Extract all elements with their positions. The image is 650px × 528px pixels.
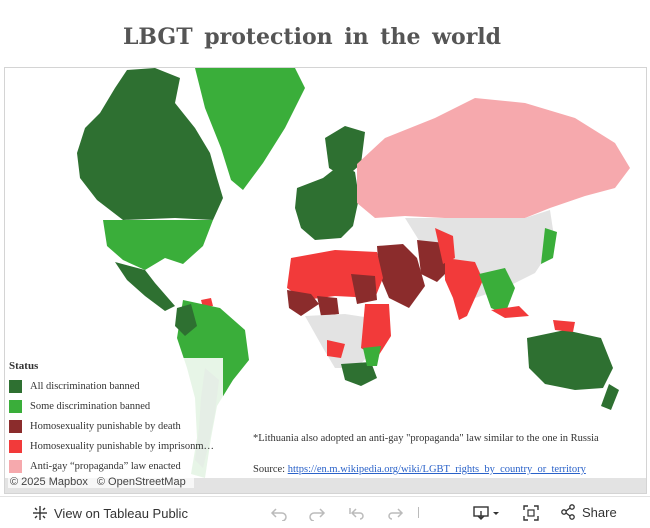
region-australia[interactable] [527, 330, 613, 390]
region-sudan-death[interactable] [351, 274, 377, 304]
region-papua[interactable] [553, 320, 575, 332]
refresh-icon [388, 508, 404, 520]
download-icon [473, 506, 499, 520]
map-legend: Status All discrimination banned Some di… [7, 358, 223, 478]
region-east-africa[interactable] [361, 304, 391, 358]
region-mozambique[interactable] [363, 346, 381, 366]
legend-swatch [9, 459, 22, 473]
page-title: LBGT protection in the world [122, 24, 502, 50]
region-scandinavia[interactable] [325, 126, 365, 178]
legend-label: Some discrimination banned [30, 400, 151, 412]
osm-attribution[interactable]: © OpenStreetMap [96, 476, 186, 488]
region-usa[interactable] [103, 220, 213, 270]
share-icon [561, 504, 575, 520]
undo-icon [270, 508, 287, 521]
source-prefix: Source: [253, 464, 286, 475]
tableau-logo-icon [33, 506, 47, 520]
legend-item-death[interactable]: Homosexuality punishable by death [9, 416, 223, 436]
share-button[interactable]: Share [560, 504, 617, 520]
map-canvas[interactable] [5, 68, 646, 493]
toolbar-separator [418, 507, 419, 518]
region-southeast-asia[interactable] [479, 268, 515, 314]
undo-button[interactable] [268, 503, 290, 523]
legend-item-all-banned[interactable]: All discrimination banned [9, 376, 223, 396]
refresh-button[interactable] [384, 503, 406, 523]
region-new-zealand[interactable] [601, 384, 619, 410]
map-attribution: © 2025 Mapbox © OpenStreetMap [8, 476, 194, 488]
download-button[interactable] [470, 503, 504, 523]
region-malaysia[interactable] [491, 306, 529, 318]
revert-icon [349, 508, 364, 520]
mapbox-attribution[interactable]: © 2025 Mapbox [10, 476, 88, 488]
legend-label: All discrimination banned [30, 380, 140, 392]
region-greenland[interactable] [195, 68, 305, 190]
view-on-tableau-button[interactable]: View on Tableau Public [32, 505, 188, 521]
source-link[interactable]: https://en.m.wikipedia.org/wiki/LGBT_rig… [287, 464, 586, 475]
fullscreen-button[interactable] [520, 503, 542, 523]
redo-button[interactable] [306, 503, 328, 523]
revert-button[interactable] [346, 503, 368, 523]
region-central-africa[interactable] [305, 314, 375, 368]
legend-swatch [9, 439, 22, 453]
region-west-africa[interactable] [287, 290, 319, 316]
region-southern-africa[interactable] [341, 362, 377, 386]
legend-title: Status [9, 360, 39, 372]
legend-swatch [9, 399, 22, 413]
legend-label: Homosexuality punishable by death [30, 420, 181, 432]
region-mexico[interactable] [115, 262, 175, 311]
region-india[interactable] [445, 258, 483, 320]
legend-item-imprisonment[interactable]: Homosexuality punishable by imprisonment [9, 436, 223, 456]
legend-item-some-banned[interactable]: Some discrimination banned [9, 396, 223, 416]
share-label: Share [582, 504, 617, 520]
legend-label: Anti-gay “propaganda” law enacted [30, 460, 181, 472]
world-map[interactable]: Status All discrimination banned Some di… [4, 67, 647, 494]
region-pakistan[interactable] [435, 228, 455, 264]
source-line: Source: https://en.m.wikipedia.org/wiki/… [253, 464, 633, 475]
redo-icon [309, 508, 326, 521]
fullscreen-icon [523, 505, 539, 521]
region-colombia[interactable] [175, 304, 197, 336]
region-nigeria[interactable] [317, 296, 339, 316]
tableau-toolbar: View on Tableau Public Share [0, 496, 650, 528]
region-canada[interactable] [77, 68, 223, 220]
legend-swatch [9, 379, 22, 393]
legend-item-propaganda[interactable]: Anti-gay “propaganda” law enacted [9, 456, 223, 476]
footnote: *Lithuania also adopted an anti-gay "pro… [253, 433, 599, 444]
region-europe[interactable] [295, 164, 359, 240]
region-japan[interactable] [541, 228, 557, 264]
region-russia[interactable] [357, 98, 630, 220]
region-southern-africa-imp[interactable] [327, 340, 345, 358]
view-on-tableau-label: View on Tableau Public [54, 505, 188, 521]
legend-label: Homosexuality punishable by imprisonment [30, 440, 216, 452]
region-middle-east[interactable] [377, 244, 425, 308]
legend-swatch [9, 419, 22, 433]
